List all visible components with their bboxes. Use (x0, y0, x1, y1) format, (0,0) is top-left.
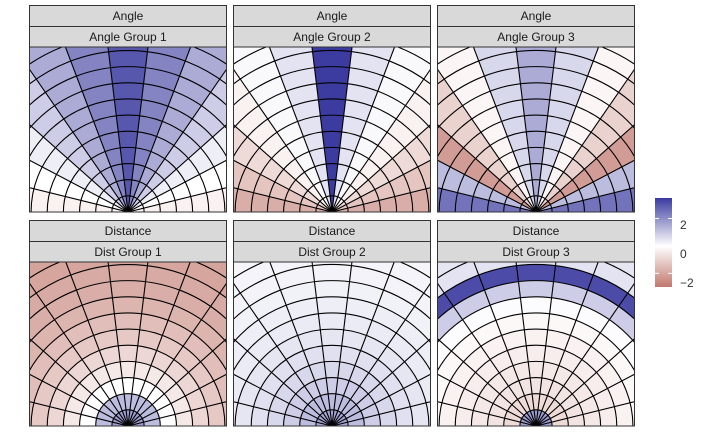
legend-label-mid: 0 (680, 247, 687, 261)
facet-panels: Angle Angle Group 1 Angle Angle Group 2 Angl… (0, 0, 727, 426)
strip-top-label: Distance (513, 224, 560, 238)
strip-top-label: Angle (317, 9, 348, 23)
strip-bottom-label: Angle Group 1 (89, 30, 167, 44)
strip-bottom-label: Dist Group 2 (298, 245, 366, 259)
strip-top-label: Angle (113, 9, 144, 23)
legend-label-high: 2 (680, 218, 687, 232)
legend-label-low: −2 (680, 276, 694, 290)
strip-bottom-label: Angle Group 3 (497, 30, 575, 44)
strip-top-label: Distance (105, 224, 152, 238)
strip-bottom-label: Dist Group 3 (502, 245, 570, 259)
strip-top-label: Distance (309, 224, 356, 238)
strip-bottom-label: Dist Group 1 (94, 245, 162, 259)
color-legend: 2 0 −2 (655, 198, 694, 290)
strip-top-label: Angle (521, 9, 552, 23)
faceted-polar-heatmap: Angle Angle Group 1 Angle Angle Group 2 Angl… (0, 0, 727, 436)
strip-bottom-label: Angle Group 2 (293, 30, 371, 44)
